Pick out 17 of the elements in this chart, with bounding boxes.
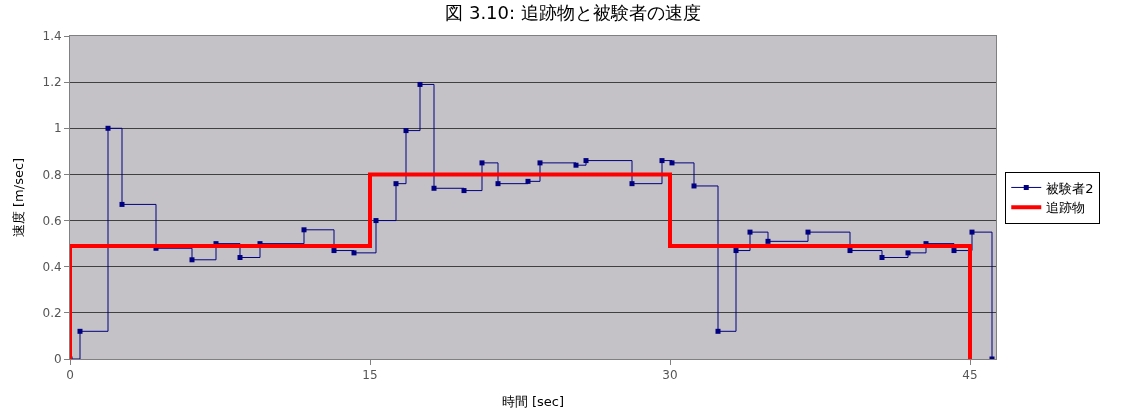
legend-label: 被験者2: [1046, 180, 1094, 196]
y-tick-label: 0.8: [42, 167, 62, 182]
x-tick-label: 0: [66, 368, 74, 383]
y-tick-label: 0.4: [42, 259, 62, 274]
y-axis-title: 速度 [m/sec]: [11, 157, 27, 238]
chart-title: 図 3.10: 追跡物と被験者の速度: [445, 1, 701, 23]
y-tick-label: 1.2: [42, 75, 62, 90]
x-tick-label: 30: [662, 368, 678, 383]
y-tick-label: 1: [53, 121, 62, 136]
y-tick-label: 0.2: [42, 306, 62, 321]
x-tick-label: 45: [962, 368, 978, 383]
x-axis-title: 時間 [sec]: [501, 394, 565, 409]
y-tick-label: 0.6: [42, 213, 62, 228]
legend-label: 追跡物: [1046, 200, 1086, 216]
x-tick-label: 15: [362, 368, 378, 383]
y-tick-label: 0: [53, 352, 62, 367]
y-tick-label: 1.4: [42, 29, 62, 44]
